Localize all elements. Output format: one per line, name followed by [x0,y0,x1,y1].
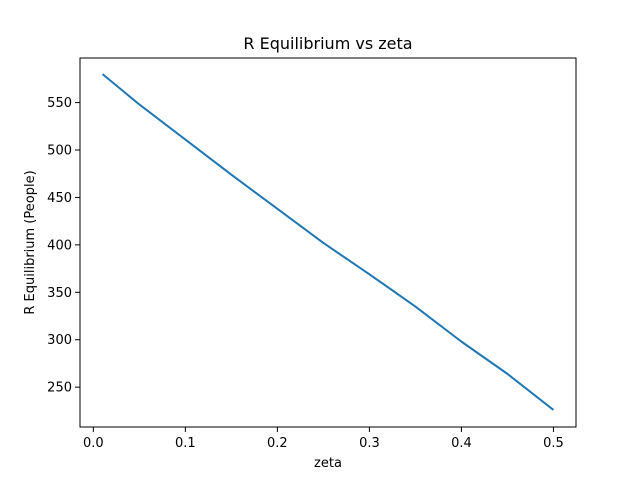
x-axis-label: zeta [314,456,342,471]
y-axis-ticks: 250 300 350 400 450 500 550 [47,96,80,396]
x-tick-label: 0.4 [451,436,472,451]
y-tick-label: 300 [47,333,72,348]
x-axis-ticks: 0.0 0.1 0.2 0.3 0.4 0.5 [83,427,564,451]
y-tick-label: 500 [47,144,72,159]
x-tick-label: 0.1 [175,436,196,451]
series-line [101,73,555,411]
y-tick-label: 350 [47,286,72,301]
y-tick-label: 400 [47,238,72,253]
series-layer [101,73,555,411]
x-tick-label: 0.5 [543,436,564,451]
chart-title: R Equilibrium vs zeta [243,34,412,53]
y-tick-label: 250 [47,381,72,396]
y-axis-label: R Equilibrium (People) [23,170,38,314]
x-tick-label: 0.0 [83,436,104,451]
plot-frame [79,57,577,428]
y-tick-label: 550 [47,96,72,111]
y-tick-label: 450 [47,191,72,206]
plot-area [80,58,576,427]
x-tick-label: 0.3 [359,436,380,451]
x-tick-label: 0.2 [267,436,288,451]
